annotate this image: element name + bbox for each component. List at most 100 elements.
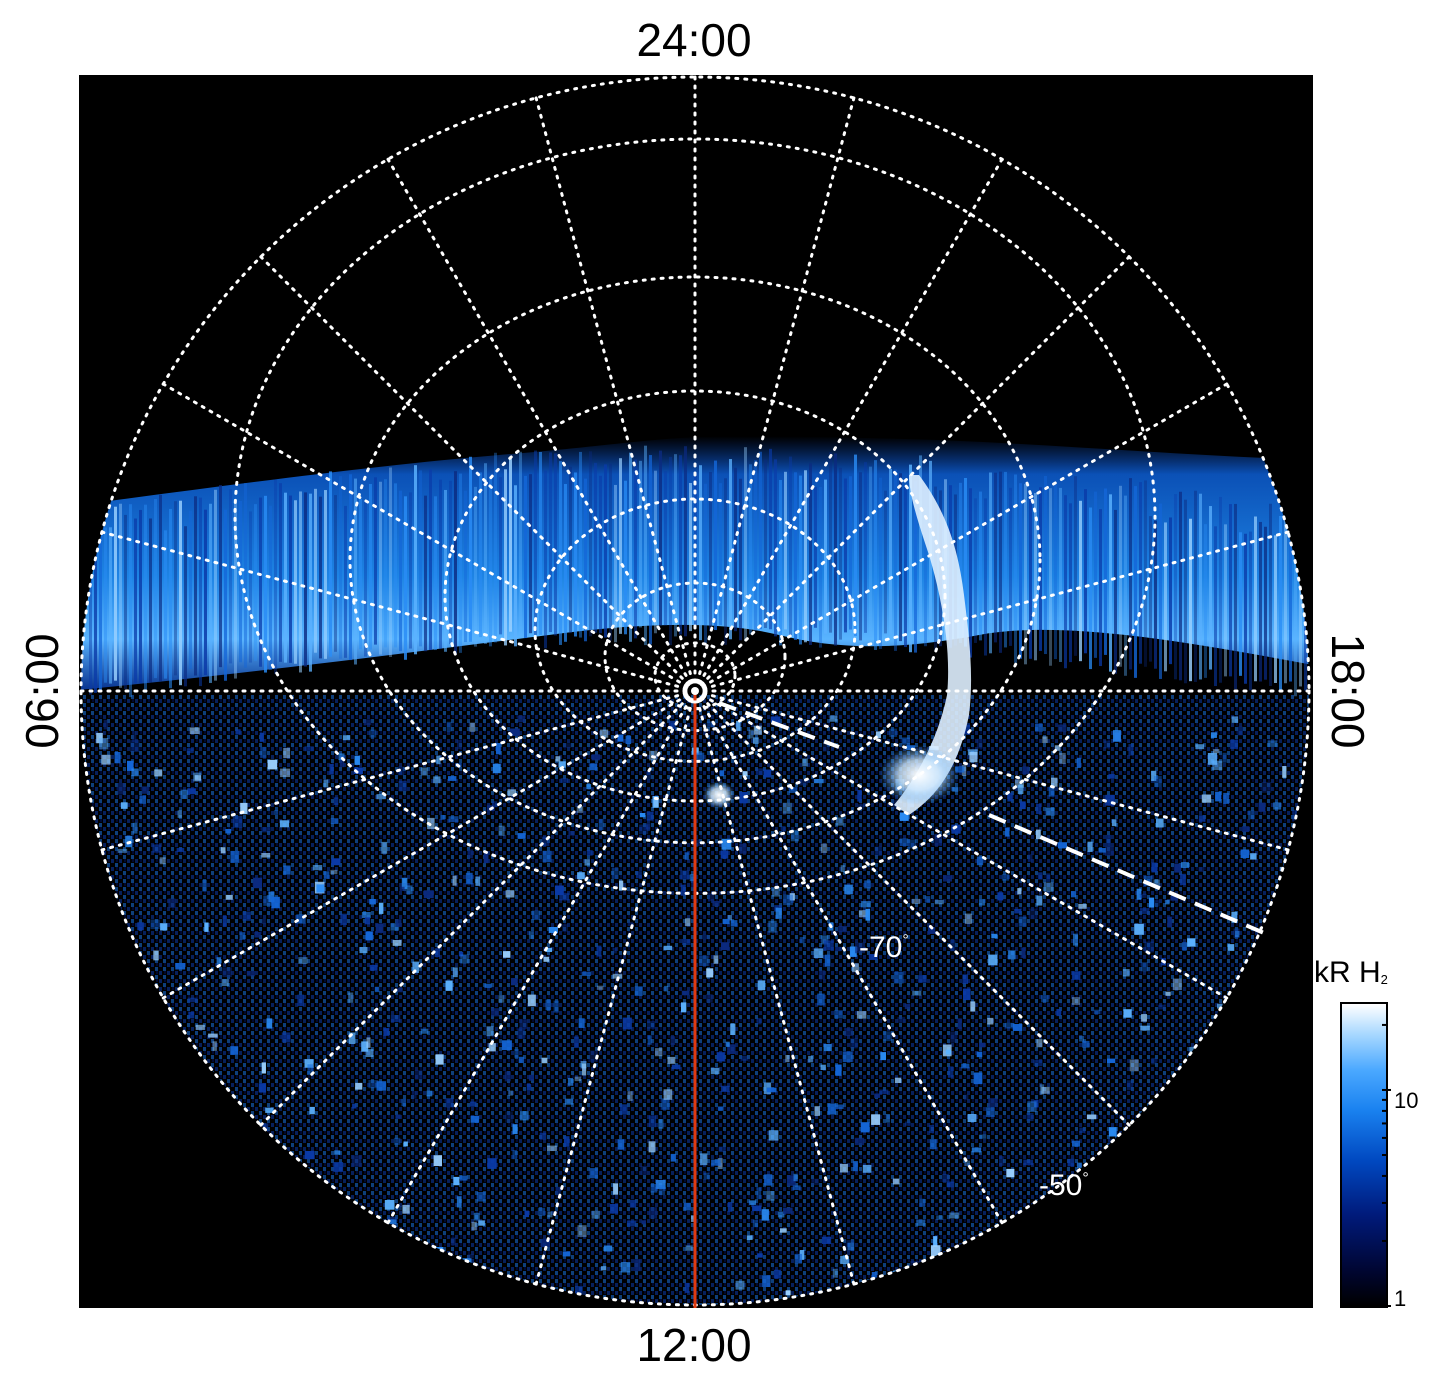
noise-speck <box>711 1159 721 1166</box>
oval-streak <box>114 506 117 681</box>
oval-streak <box>1049 488 1052 666</box>
noise-speck <box>320 1205 330 1215</box>
noise-speck <box>893 971 904 984</box>
noise-speck <box>1245 1092 1250 1097</box>
noise-speck <box>1289 1025 1296 1032</box>
noise-speck <box>1167 916 1172 928</box>
noise-speck <box>581 971 592 976</box>
oval-streak <box>679 455 682 635</box>
oval-streak <box>229 489 232 664</box>
noise-speck <box>88 1188 95 1200</box>
oval-streak <box>479 472 482 638</box>
noise-speck <box>1273 802 1282 810</box>
noise-speck <box>610 1204 619 1214</box>
noise-speck <box>955 766 965 773</box>
noise-speck <box>1087 841 1093 852</box>
noise-speck <box>1294 1087 1300 1095</box>
oval-streak <box>669 456 672 646</box>
noise-speck <box>1252 1197 1262 1208</box>
noise-speck <box>820 1064 826 1071</box>
noise-speck <box>348 992 354 1003</box>
oval-streak <box>739 478 742 641</box>
noise-speck <box>589 1168 598 1179</box>
oval-streak <box>1084 489 1087 654</box>
meridian-line <box>386 689 697 1225</box>
noise-speck <box>467 1254 474 1259</box>
noise-speck <box>596 945 602 957</box>
oval-streak <box>579 451 582 638</box>
noise-speck <box>1227 944 1235 951</box>
oval-streak <box>864 462 867 633</box>
oval-streak <box>294 500 297 664</box>
noise-speck <box>199 1095 206 1103</box>
noise-speck <box>694 752 705 761</box>
oval-streak <box>1104 488 1107 655</box>
oval-streak <box>624 480 627 635</box>
noise-speck <box>160 1080 171 1089</box>
noise-speck <box>811 1178 820 1186</box>
noise-speck <box>1050 1234 1058 1245</box>
noise-speck <box>712 901 720 907</box>
noise-speck <box>202 879 207 892</box>
oval-streak <box>459 473 462 653</box>
noise-speck <box>949 1212 960 1219</box>
noise-speck <box>312 865 323 871</box>
oval-streak <box>1029 493 1032 659</box>
noise-speck <box>730 1023 736 1035</box>
noise-speck <box>175 963 186 970</box>
oval-streak <box>1304 504 1307 691</box>
noise-speck <box>376 1081 387 1091</box>
noise-speck <box>246 970 256 977</box>
noise-speck <box>177 810 182 818</box>
noise-speck <box>172 1204 178 1214</box>
noise-speck <box>398 780 407 792</box>
noise-speck <box>1058 842 1068 849</box>
noise-speck <box>230 1046 239 1055</box>
noise-speck <box>753 737 759 744</box>
noise-speck <box>1115 1203 1124 1216</box>
oval-streak <box>904 485 907 648</box>
oval-streak <box>1064 495 1067 669</box>
oval-streak <box>1074 476 1077 656</box>
oval-streak <box>454 471 457 655</box>
noise-speck <box>899 838 909 847</box>
noise-speck <box>1036 803 1042 815</box>
noise-speck <box>598 818 604 831</box>
noise-speck <box>663 945 673 951</box>
noise-speck <box>204 922 209 932</box>
noise-speck <box>155 1162 161 1168</box>
noise-speck <box>1279 1088 1290 1097</box>
noise-speck <box>395 919 402 927</box>
oval-streak <box>789 456 792 637</box>
noise-speck <box>648 1141 656 1153</box>
colorbar-title: kR H2 <box>1314 958 1388 988</box>
noise-speck <box>780 1228 787 1233</box>
noise-speck <box>1282 766 1287 778</box>
noise-speck <box>440 815 445 820</box>
noise-speck <box>1036 829 1041 840</box>
noise-speck <box>297 1164 304 1173</box>
noise-speck <box>150 919 160 930</box>
noise-speck <box>1140 908 1150 915</box>
noise-speck <box>577 872 585 880</box>
noise-speck <box>108 1054 116 1060</box>
noise-speck <box>1108 1230 1115 1238</box>
noise-speck <box>727 1202 733 1212</box>
noise-speck <box>932 1287 943 1298</box>
noise-speck <box>117 848 128 853</box>
oval-streak <box>814 486 817 628</box>
noise-speck <box>752 1205 762 1212</box>
oval-streak <box>1204 524 1207 678</box>
noise-speck <box>222 915 227 927</box>
oval-streak <box>719 483 722 626</box>
noise-speck <box>1118 1208 1123 1214</box>
noise-speck <box>271 896 280 909</box>
noise-speck <box>395 1114 401 1119</box>
oval-streak <box>1094 491 1097 658</box>
noise-speck <box>641 1220 646 1225</box>
noise-speck <box>1141 962 1148 972</box>
oval-streak <box>1224 524 1227 677</box>
oval-streak <box>649 455 652 645</box>
oval-streak <box>289 495 292 663</box>
oval-streak <box>869 466 872 637</box>
